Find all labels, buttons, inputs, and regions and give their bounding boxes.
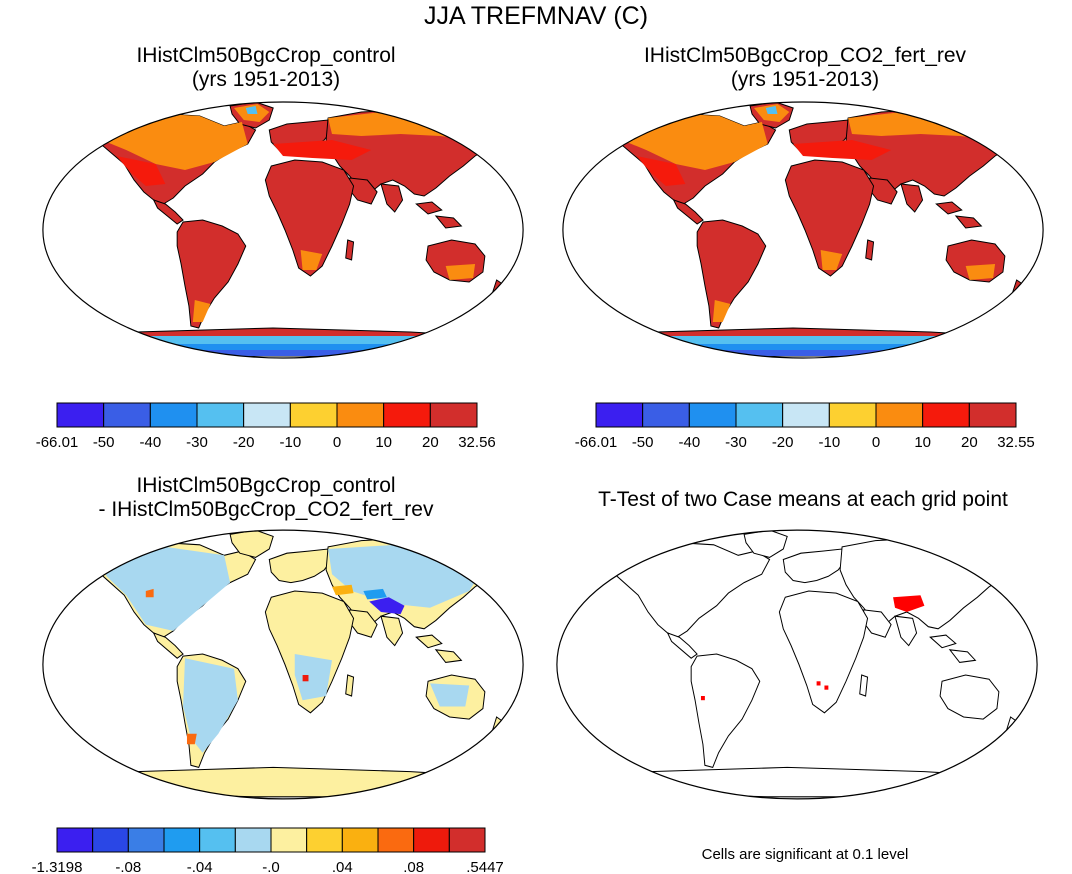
map-diff xyxy=(42,529,524,800)
panel-title-control-line2: (yrs 1951-2013) xyxy=(191,68,341,91)
colorbar-diff-swatch xyxy=(127,827,165,853)
colorbar-co2-swatch xyxy=(922,402,970,428)
colorbar-diff-swatch xyxy=(377,827,415,853)
colorbar-diff-label: .5447 xyxy=(466,859,504,874)
colorbar-co2: -66.01 -50 -40 -30 -20 -10 0 10 20 32.55 xyxy=(575,402,1035,451)
colorbar-diff-label: .08 xyxy=(403,859,424,874)
colorbar-co2-swatch xyxy=(735,402,784,428)
panel-title-diff-line1: IHistClm50BgcCrop_control xyxy=(136,474,396,497)
colorbar-co2-label: -30 xyxy=(725,434,747,451)
panel-title-control: IHistClm50BgcCrop_control (yrs 1951-2013… xyxy=(66,44,466,92)
colorbar-control: -66.01 -50 -40 -30 -20 -10 0 10 20 32.56 xyxy=(36,402,496,451)
colorbar-diff-label: .04 xyxy=(332,859,353,874)
colorbar-control-label: -30 xyxy=(186,434,208,451)
colorbar-control-label: -20 xyxy=(233,434,255,451)
panel-title-diff-line2: - IHistClm50BgcCrop_CO2_fert_rev xyxy=(98,498,434,521)
colorbar-control-label: 0 xyxy=(333,434,341,451)
colorbar-co2-swatch xyxy=(828,402,877,428)
colorbar-diff-label: -.08 xyxy=(115,859,141,874)
colorbar-diff-swatch xyxy=(448,827,486,853)
colorbar-co2-label: 32.55 xyxy=(997,434,1035,451)
colorbar-diff-swatch xyxy=(56,827,94,853)
colorbar-co2-label: -66.01 xyxy=(575,434,618,451)
colorbar-diff-swatch xyxy=(234,827,272,853)
colorbar-co2-label: 20 xyxy=(961,434,978,451)
panel-title-diff: IHistClm50BgcCrop_control - IHistClm50Bg… xyxy=(46,474,486,522)
colorbar-control-swatch xyxy=(149,402,198,428)
colorbar-diff-swatch xyxy=(92,827,129,853)
colorbar-diff-swatch xyxy=(163,827,201,853)
colorbar-diff-swatch xyxy=(199,827,236,853)
colorbar-control-label: -40 xyxy=(139,434,161,451)
colorbar-co2-label: -50 xyxy=(632,434,654,451)
colorbar-control-swatch xyxy=(196,402,245,428)
panel-title-co2-line1: IHistClm50BgcCrop_CO2_fert_rev xyxy=(643,44,967,67)
colorbar-diff-swatch xyxy=(341,827,379,853)
colorbar-diff-swatch xyxy=(306,827,343,853)
colorbar-co2-label: -20 xyxy=(772,434,794,451)
colorbar-control-label: 10 xyxy=(375,434,392,451)
colorbar-diff-label: -.04 xyxy=(187,859,213,874)
colorbar-diff-swatch xyxy=(413,827,450,853)
panel-title-ttest: T-Test of two Case means at each grid po… xyxy=(598,488,1008,511)
panel-title-co2-line2: (yrs 1951-2013) xyxy=(730,68,880,91)
colorbar-control-swatch xyxy=(336,402,385,428)
colorbar-control-label: -50 xyxy=(93,434,115,451)
colorbar-co2-swatch xyxy=(782,402,830,428)
colorbar-diff: -1.3198 -.08 -.04 -.0 .04 .08 .5447 xyxy=(32,827,504,874)
colorbar-control-label: -66.01 xyxy=(36,434,79,451)
colorbar-co2-swatch xyxy=(688,402,737,428)
colorbar-co2-swatch xyxy=(595,402,644,428)
ttest-note: Cells are significant at 0.1 level xyxy=(701,846,909,863)
colorbar-control-swatch xyxy=(243,402,291,428)
colorbar-control-swatch xyxy=(429,402,478,428)
colorbar-control-swatch xyxy=(103,402,151,428)
colorbar-control-label: -10 xyxy=(279,434,301,451)
colorbar-co2-label: 0 xyxy=(872,434,880,451)
panel-title-control-line1: IHistClm50BgcCrop_control xyxy=(136,44,396,67)
figure-title: JJA TREFMNAV (C) xyxy=(423,2,649,30)
map-co2 xyxy=(562,101,1044,359)
colorbar-control-label: 20 xyxy=(422,434,439,451)
colorbar-co2-swatch xyxy=(968,402,1017,428)
colorbar-co2-label: -10 xyxy=(818,434,840,451)
map-ttest xyxy=(556,529,1038,800)
colorbar-co2-swatch xyxy=(875,402,924,428)
colorbar-control-swatch xyxy=(289,402,338,428)
panel-title-co2: IHistClm50BgcCrop_CO2_fert_rev (yrs 1951… xyxy=(560,44,1050,92)
colorbar-co2-label: 10 xyxy=(914,434,931,451)
colorbar-control-swatch xyxy=(383,402,431,428)
colorbar-diff-label: -.0 xyxy=(262,859,280,874)
colorbar-co2-swatch xyxy=(642,402,690,428)
colorbar-control-label: 32.56 xyxy=(458,434,496,451)
colorbar-diff-swatch xyxy=(270,827,308,853)
colorbar-co2-label: -40 xyxy=(678,434,700,451)
colorbar-control-swatch xyxy=(56,402,105,428)
map-control xyxy=(42,101,524,359)
colorbar-diff-label: -1.3198 xyxy=(32,859,83,874)
